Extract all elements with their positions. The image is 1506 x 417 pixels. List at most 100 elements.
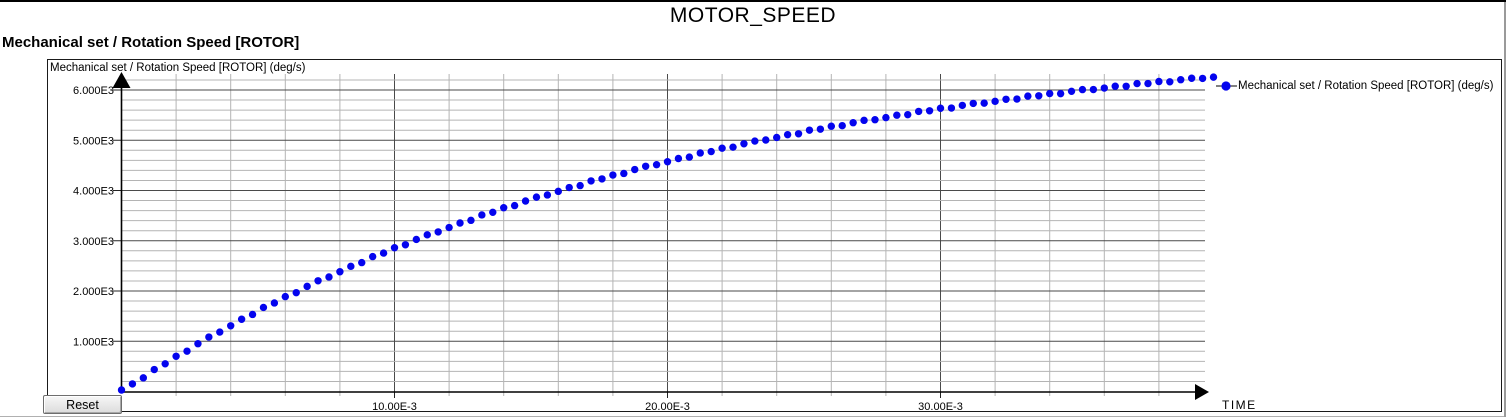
data-point — [1209, 73, 1218, 81]
legend-marker-icon — [1216, 81, 1237, 91]
data-point — [860, 116, 868, 125]
data-point — [1122, 82, 1130, 90]
data-point — [368, 252, 377, 261]
data-point — [609, 171, 617, 179]
data-point — [1155, 77, 1163, 86]
data-point — [674, 154, 683, 163]
data-point — [783, 130, 792, 139]
data-point — [325, 273, 333, 281]
data-point — [827, 122, 835, 130]
data-point — [314, 277, 322, 285]
data-point — [1013, 95, 1021, 103]
data-point — [292, 288, 300, 297]
data-point — [1177, 75, 1185, 84]
data-point — [358, 258, 366, 267]
y-tick-label: 6.000E3 — [73, 85, 114, 97]
data-point — [1100, 84, 1109, 92]
data-point — [1166, 78, 1174, 86]
data-point — [543, 191, 552, 199]
data-point — [1024, 92, 1032, 100]
data-point — [1198, 74, 1207, 83]
data-point — [849, 119, 857, 127]
x-axis-title: TIME — [1222, 398, 1257, 412]
curve-heading: Mechanical set / Rotation Speed [ROTOR] — [2, 34, 300, 51]
data-point — [117, 386, 126, 394]
y-tick-label: 2.000E3 — [73, 286, 114, 298]
x-tick-label: 10.00E-3 — [372, 401, 417, 413]
data-point — [456, 219, 464, 227]
data-point — [598, 175, 606, 183]
data-point — [729, 143, 737, 151]
data-point — [904, 110, 912, 119]
data-point — [390, 244, 399, 252]
data-point — [936, 104, 945, 112]
data-point — [150, 365, 158, 374]
data-point — [565, 183, 573, 192]
data-point — [620, 169, 628, 178]
data-point — [205, 333, 213, 341]
data-point — [816, 125, 825, 133]
x-tick-label: 30.00E-3 — [918, 401, 963, 413]
y-tick-label: 1.000E3 — [73, 336, 114, 348]
y-tick-label: 3.000E3 — [73, 236, 114, 248]
data-point — [1002, 95, 1010, 103]
x-tick-label: 20.00E-3 — [645, 401, 690, 413]
data-point — [1111, 82, 1119, 90]
data-point — [270, 299, 279, 307]
data-point — [478, 211, 486, 219]
data-point — [1089, 85, 1098, 94]
data-point — [751, 137, 759, 145]
y-tick-label: 5.000E3 — [73, 135, 114, 147]
data-point — [947, 104, 956, 112]
data-point — [773, 133, 781, 142]
data-point — [882, 113, 890, 122]
data-point — [521, 197, 530, 205]
data-point — [740, 140, 748, 148]
chart-frame — [47, 59, 1502, 412]
data-point — [379, 249, 388, 257]
data-point — [510, 201, 519, 210]
data-point — [445, 223, 453, 232]
data-point — [216, 328, 224, 336]
data-point — [1144, 79, 1152, 88]
data-point — [871, 115, 879, 124]
data-point — [914, 107, 923, 116]
data-point — [969, 99, 977, 108]
data-point — [641, 162, 650, 170]
data-point — [172, 352, 180, 360]
data-point — [718, 144, 726, 152]
data-point — [1133, 79, 1141, 88]
data-point — [161, 360, 169, 368]
data-point — [336, 268, 344, 276]
data-point — [1035, 92, 1043, 100]
data-point — [347, 262, 355, 271]
data-point — [762, 136, 770, 144]
data-point — [958, 101, 967, 110]
data-point — [696, 149, 704, 157]
data-point — [303, 282, 311, 291]
reset-button[interactable]: Reset — [43, 395, 122, 414]
data-point — [991, 97, 999, 106]
data-point — [489, 208, 497, 217]
data-point — [925, 107, 934, 115]
data-point — [227, 322, 235, 330]
data-point — [1056, 89, 1065, 98]
data-point — [532, 193, 541, 201]
page-title: MOTOR_SPEED — [669, 4, 837, 27]
data-point — [248, 310, 257, 319]
data-point — [423, 231, 431, 239]
data-point — [194, 340, 202, 348]
data-point — [838, 121, 846, 130]
data-point — [587, 177, 595, 185]
legend-label: Mechanical set / Rotation Speed [ROTOR] … — [1238, 80, 1494, 92]
data-point — [259, 303, 268, 312]
data-point — [467, 216, 475, 225]
data-point — [1187, 74, 1196, 82]
data-point — [183, 347, 191, 355]
data-point — [1078, 85, 1087, 94]
data-point — [1067, 87, 1076, 96]
data-point — [685, 153, 694, 161]
x-axis-arrow-icon — [1195, 384, 1209, 400]
